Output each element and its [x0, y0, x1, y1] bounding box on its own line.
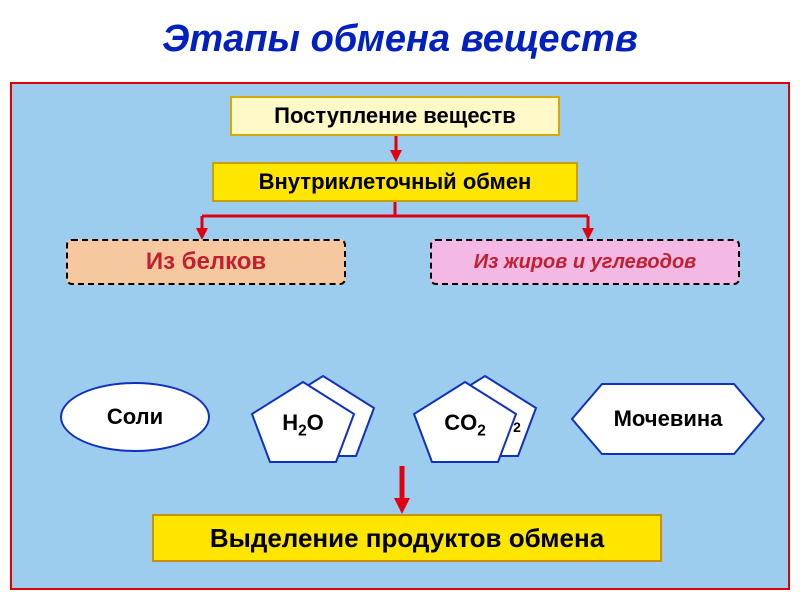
- node-salts: Соли: [60, 382, 210, 452]
- node-co2-label: CO2: [410, 410, 520, 440]
- node-intracellular-label: Внутриклеточный обмен: [259, 169, 532, 195]
- node-proteins-label: Из белков: [146, 248, 266, 276]
- node-intracellular: Внутриклеточный обмен: [212, 162, 578, 202]
- node-output: Выделение продуктов обмена: [152, 514, 662, 562]
- arrow-intake-intracellular: [388, 136, 404, 162]
- arrow-products-output: [392, 466, 412, 514]
- diagram-frame: Поступление веществ Внутриклеточный обме…: [10, 82, 790, 590]
- main-title: Этапы обмена веществ: [0, 0, 800, 71]
- node-urea-label: Мочевина: [568, 406, 768, 432]
- node-output-label: Выделение продуктов обмена: [210, 523, 604, 554]
- node-fats-label: Из жиров и углеводов: [474, 251, 697, 274]
- node-salts-label: Соли: [107, 404, 163, 430]
- node-proteins: Из белков: [66, 239, 346, 285]
- node-fats: Из жиров и углеводов: [430, 239, 740, 285]
- node-intake: Поступление веществ: [230, 96, 560, 136]
- arrow-branch: [162, 202, 642, 242]
- node-intake-label: Поступление веществ: [274, 103, 516, 129]
- node-h2o-label: H2O: [248, 410, 358, 440]
